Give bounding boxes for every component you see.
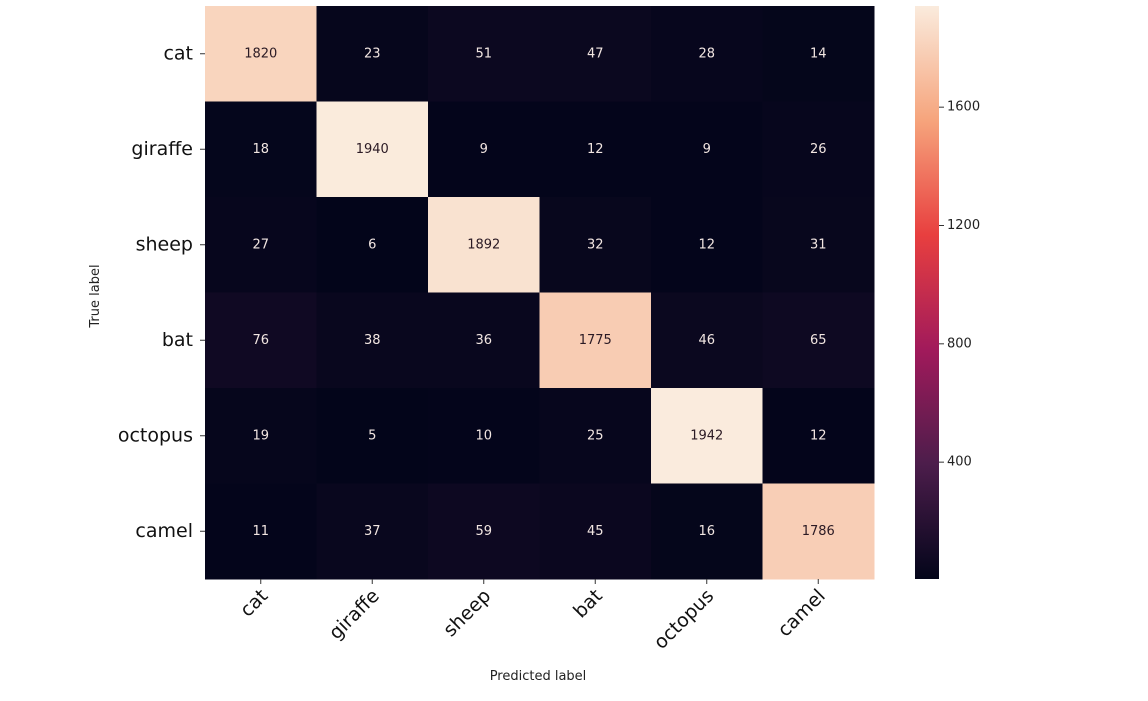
cell-value: 27	[252, 237, 269, 252]
y-tick-label: sheep	[136, 233, 193, 255]
colorbar	[915, 6, 939, 579]
heatmap-cell	[762, 6, 875, 102]
y-tick-labels: cat giraffe sheep bat octopus camel	[118, 42, 205, 542]
heatmap-cell	[762, 292, 875, 389]
cell-value: 1786	[802, 524, 835, 539]
cell-value: 14	[810, 46, 827, 61]
heatmap-cell	[651, 197, 763, 293]
heatmap-cell	[205, 388, 317, 484]
colorbar-tick-label: 800	[947, 336, 972, 351]
heatmap-cell	[205, 483, 317, 580]
heatmap-cell	[762, 197, 875, 293]
y-tick-label: octopus	[118, 424, 193, 446]
x-tick-label: octopus	[650, 585, 719, 654]
x-tick-labels: cat giraffe sheep bat octopus camel	[236, 579, 830, 654]
heatmap-cell	[428, 197, 540, 293]
heatmap-cells	[205, 6, 875, 580]
heatmap-cell	[428, 101, 540, 198]
heatmap-cell	[316, 292, 429, 389]
y-tick-label: cat	[163, 42, 193, 64]
heatmap-cell	[651, 483, 763, 580]
heatmap-cell	[762, 483, 875, 580]
heatmap-cell	[651, 388, 763, 484]
y-axis-label: True label	[88, 264, 103, 328]
heatmap-cell	[316, 101, 429, 198]
cell-value: 46	[698, 333, 715, 348]
heatmap-cell	[651, 292, 763, 389]
y-tick-label: giraffe	[131, 138, 193, 160]
cell-value: 38	[364, 333, 381, 348]
heatmap-cell	[539, 388, 652, 484]
cell-labels: 1820 23 51 47 28 14 18 1940 9 12 9 26 27 6 1892 32 12 31 7…	[244, 46, 835, 539]
heatmap-cell	[539, 197, 652, 293]
cell-value: 31	[810, 237, 827, 252]
heatmap-cell	[428, 483, 540, 580]
cell-value: 10	[475, 428, 492, 443]
cell-value: 9	[480, 142, 488, 157]
cell-value: 36	[475, 333, 492, 348]
cell-value: 12	[698, 237, 715, 252]
heatmap-cell	[428, 6, 540, 102]
cell-value: 1775	[579, 333, 612, 348]
heatmap-cell	[316, 483, 429, 580]
heatmap-cell	[428, 388, 540, 484]
heatmap-cell	[205, 292, 317, 389]
cell-value: 9	[703, 142, 711, 157]
heatmap-cell	[762, 388, 875, 484]
cell-value: 45	[587, 524, 604, 539]
y-tick-label: bat	[162, 329, 193, 351]
colorbar-tick-label: 1600	[947, 100, 980, 115]
x-tick-label: cat	[236, 585, 272, 621]
cell-value: 12	[810, 428, 827, 443]
x-tick-label: sheep	[439, 585, 495, 641]
heatmap-cell	[651, 6, 763, 102]
heatmap-cell	[651, 101, 763, 198]
cell-value: 1892	[467, 237, 500, 252]
heatmap-cell	[539, 101, 652, 198]
cell-value: 1942	[690, 428, 723, 443]
x-tick-label: camel	[774, 585, 830, 641]
heatmap-cell	[762, 101, 875, 198]
cell-value: 1820	[244, 46, 277, 61]
heatmap-cell	[428, 292, 540, 389]
cell-value: 51	[475, 46, 492, 61]
cell-value: 23	[364, 46, 381, 61]
colorbar-ticks: 400 800 1200 1600	[939, 100, 980, 470]
heatmap-cell	[539, 292, 652, 389]
cell-value: 59	[475, 524, 492, 539]
cell-value: 18	[252, 142, 269, 157]
x-tick-label: bat	[569, 585, 607, 623]
cell-value: 16	[698, 524, 715, 539]
heatmap-cell	[539, 483, 652, 580]
heatmap-cell	[205, 197, 317, 293]
colorbar-tick-label: 400	[947, 455, 972, 470]
cell-value: 32	[587, 237, 604, 252]
y-tick-label: camel	[135, 520, 193, 542]
heatmap-cell	[316, 388, 429, 484]
heatmap-cell	[316, 6, 429, 102]
cell-value: 26	[810, 142, 827, 157]
cell-value: 47	[587, 46, 604, 61]
cell-value: 76	[252, 333, 269, 348]
heatmap-cell	[205, 101, 317, 198]
heatmap-cell	[316, 197, 429, 293]
cell-value: 1940	[356, 142, 389, 157]
colorbar-tick-label: 1200	[947, 218, 980, 233]
cell-value: 19	[252, 428, 269, 443]
cell-value: 37	[364, 524, 381, 539]
cell-value: 25	[587, 428, 604, 443]
cell-value: 5	[368, 428, 376, 443]
heatmap-cell	[539, 6, 652, 102]
cell-value: 12	[587, 142, 604, 157]
cell-value: 65	[810, 333, 827, 348]
cell-value: 11	[252, 524, 269, 539]
cell-value: 6	[368, 237, 376, 252]
cell-value: 28	[698, 46, 715, 61]
x-axis-label: Predicted label	[490, 669, 587, 684]
heatmap-cell	[205, 6, 317, 102]
x-tick-label: giraffe	[325, 585, 384, 644]
